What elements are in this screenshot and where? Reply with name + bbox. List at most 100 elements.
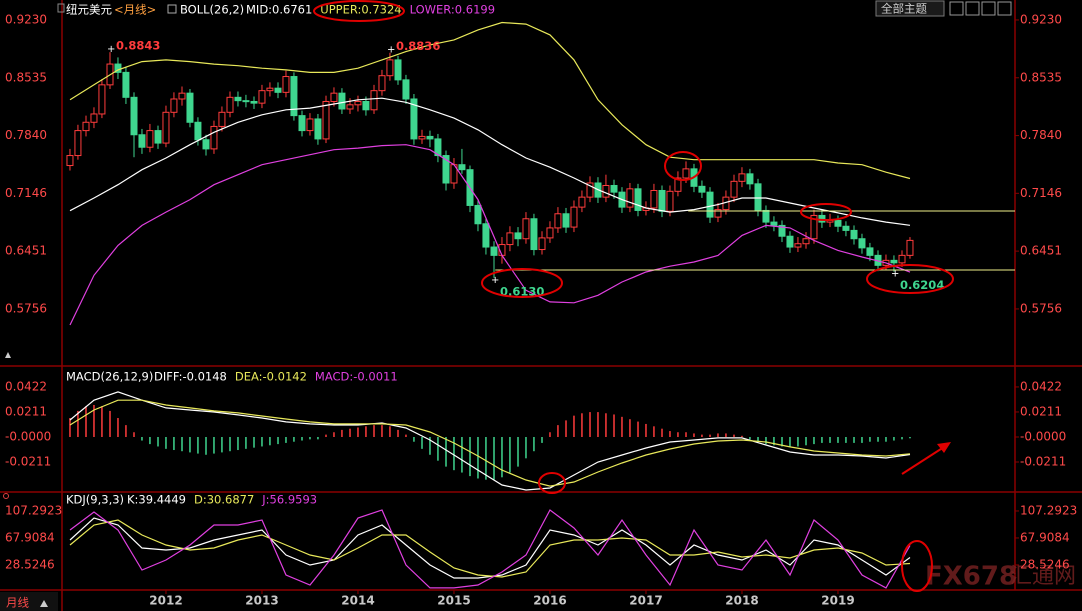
y-tick-label: 28.5246 bbox=[5, 557, 55, 571]
candle-body bbox=[906, 239, 914, 256]
candle-body bbox=[74, 130, 82, 157]
candle-body bbox=[114, 63, 122, 73]
candle-body bbox=[682, 168, 690, 179]
candle-body bbox=[186, 92, 194, 123]
y-tick-label: -0.0000 bbox=[5, 429, 51, 443]
candle-body bbox=[810, 214, 818, 240]
candle-body bbox=[354, 100, 362, 106]
y-tick-label: 0.7146 bbox=[1020, 186, 1062, 200]
candle-body bbox=[898, 254, 906, 264]
candle-body bbox=[66, 155, 74, 167]
y-tick-label: 67.9084 bbox=[5, 530, 55, 544]
indicator-line bbox=[69, 509, 911, 589]
candle-body bbox=[634, 188, 642, 211]
candle-body bbox=[202, 139, 210, 150]
candle-body bbox=[218, 111, 226, 127]
candle-body bbox=[298, 115, 306, 132]
candle-body bbox=[266, 87, 274, 92]
candle-body bbox=[554, 213, 562, 229]
arrow bbox=[901, 442, 951, 475]
toolbar-icons[interactable] bbox=[949, 1, 1012, 16]
indicator-label: BOLL(26,2) bbox=[180, 3, 244, 17]
indicator-value: UPPER:0.7324 bbox=[320, 3, 401, 17]
candle-body bbox=[786, 235, 794, 248]
theme-button-label[interactable]: 全部主题 bbox=[881, 2, 927, 16]
y-tick-label: 0.9230 bbox=[5, 12, 47, 26]
candle-body bbox=[90, 113, 98, 123]
extreme-label: 0.6130 bbox=[500, 284, 544, 298]
candle-body bbox=[522, 218, 530, 240]
x-tick-label: 2012 bbox=[149, 594, 182, 608]
y-tick-label: -0.0211 bbox=[1020, 455, 1066, 469]
y-tick-label: 0.6451 bbox=[5, 244, 47, 258]
extreme-label: 0.6204 bbox=[900, 278, 944, 292]
candle-body bbox=[234, 96, 242, 102]
y-tick-label: 0.0422 bbox=[1020, 379, 1062, 393]
x-tick-label: 2015 bbox=[437, 594, 470, 608]
watermark: 汇通网 bbox=[1010, 564, 1076, 589]
candle-body bbox=[426, 135, 434, 140]
period-icon[interactable] bbox=[40, 600, 48, 607]
candle-body bbox=[490, 246, 498, 256]
candle-body bbox=[130, 96, 138, 136]
candle-body bbox=[458, 164, 466, 171]
y-tick-label: 107.2923 bbox=[1020, 503, 1077, 517]
x-tick-label: 2018 bbox=[725, 594, 758, 608]
candle-body bbox=[386, 59, 394, 77]
candle-body bbox=[794, 243, 802, 248]
collapse-icon[interactable] bbox=[5, 352, 11, 358]
period-button-label[interactable]: 月线 bbox=[6, 596, 29, 610]
y-tick-label: 28.5246 bbox=[1020, 557, 1070, 571]
extreme-marker: + bbox=[387, 45, 395, 56]
indicator-line bbox=[69, 97, 911, 226]
y-tick-label: 67.9084 bbox=[1020, 530, 1070, 544]
candle-body bbox=[610, 184, 618, 193]
y-tick-label: 0.5756 bbox=[1020, 301, 1062, 315]
candle-body bbox=[714, 209, 722, 218]
candle-body bbox=[442, 155, 450, 184]
y-tick-label: 0.7146 bbox=[5, 186, 47, 200]
candle-body bbox=[754, 183, 762, 211]
y-tick-label: 0.5756 bbox=[5, 301, 47, 315]
candle-body bbox=[658, 189, 666, 212]
extreme-label: 0.8843 bbox=[116, 39, 160, 53]
candle-body bbox=[546, 227, 554, 239]
candle-body bbox=[170, 98, 178, 113]
indicator-value: DIFF:-0.0148 bbox=[154, 370, 227, 384]
y-tick-label: 0.8535 bbox=[5, 70, 47, 84]
extreme-marker: + bbox=[107, 44, 115, 55]
period-label: <月线> bbox=[114, 3, 156, 17]
y-tick-label: 0.7840 bbox=[5, 128, 47, 142]
candle-body bbox=[194, 121, 202, 141]
candle-body bbox=[314, 118, 322, 140]
candle-body bbox=[402, 79, 410, 100]
candle-body bbox=[290, 76, 298, 117]
indicator-value: D:30.6877 bbox=[194, 493, 254, 507]
indicator-line bbox=[69, 399, 911, 487]
indicator-value: J:56.9593 bbox=[261, 493, 317, 507]
candle-body bbox=[362, 100, 370, 111]
extreme-marker: + bbox=[491, 275, 499, 286]
candle-body bbox=[394, 59, 402, 81]
y-tick-label: 0.8535 bbox=[1020, 70, 1062, 84]
candle-body bbox=[410, 98, 418, 140]
indicator-value: DEA:-0.0142 bbox=[235, 370, 307, 384]
candle-body bbox=[82, 121, 90, 132]
chart-title: 纽元美元 bbox=[66, 3, 112, 17]
extreme-marker: + bbox=[891, 269, 899, 280]
candle-body bbox=[514, 232, 522, 240]
candle-body bbox=[746, 173, 754, 185]
y-tick-label: 0.0211 bbox=[5, 404, 47, 418]
candle-body bbox=[626, 188, 634, 208]
theme-button[interactable] bbox=[875, 0, 945, 17]
candle-body bbox=[730, 180, 738, 198]
candle-body bbox=[138, 134, 146, 148]
candle-body bbox=[98, 84, 106, 115]
indicator-value: MACD:-0.0011 bbox=[315, 370, 398, 384]
candle-body bbox=[770, 221, 778, 226]
candle-body bbox=[706, 191, 714, 218]
candle-body bbox=[842, 225, 850, 231]
extreme-label: 0.8836 bbox=[396, 39, 440, 53]
candle-body bbox=[738, 173, 746, 182]
indicator-label: KDJ(9,3,3) bbox=[66, 493, 124, 507]
